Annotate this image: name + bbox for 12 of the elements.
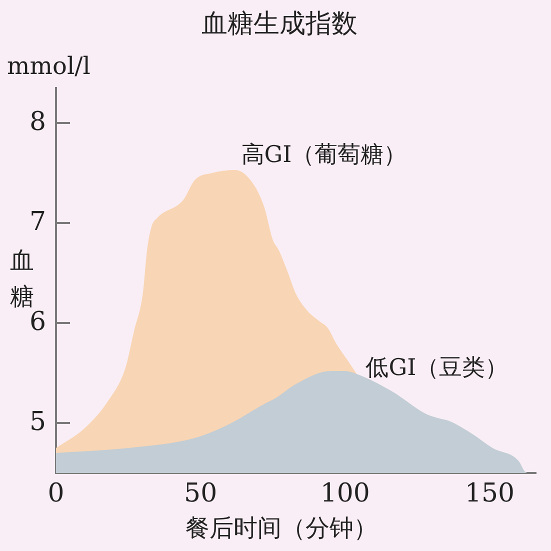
x-axis-title: 餐后时间（分钟） <box>186 514 378 542</box>
series-label: 高GI（葡萄糖） <box>241 142 407 168</box>
text: mmol/l <box>7 52 90 80</box>
y-tick-label: 8 <box>29 106 46 137</box>
y-tick-label: 7 <box>29 206 46 237</box>
x-tick-label: 100 <box>320 478 370 508</box>
chart-title: 血糖生成指数 <box>202 8 358 39</box>
y-tick-label: 5 <box>29 406 46 437</box>
series-label: 低GI（豆类） <box>366 354 508 381</box>
x-tick-label: 150 <box>464 478 515 508</box>
x-tick-label: 50 <box>184 478 218 508</box>
x-tick-label: 0 <box>48 478 64 508</box>
